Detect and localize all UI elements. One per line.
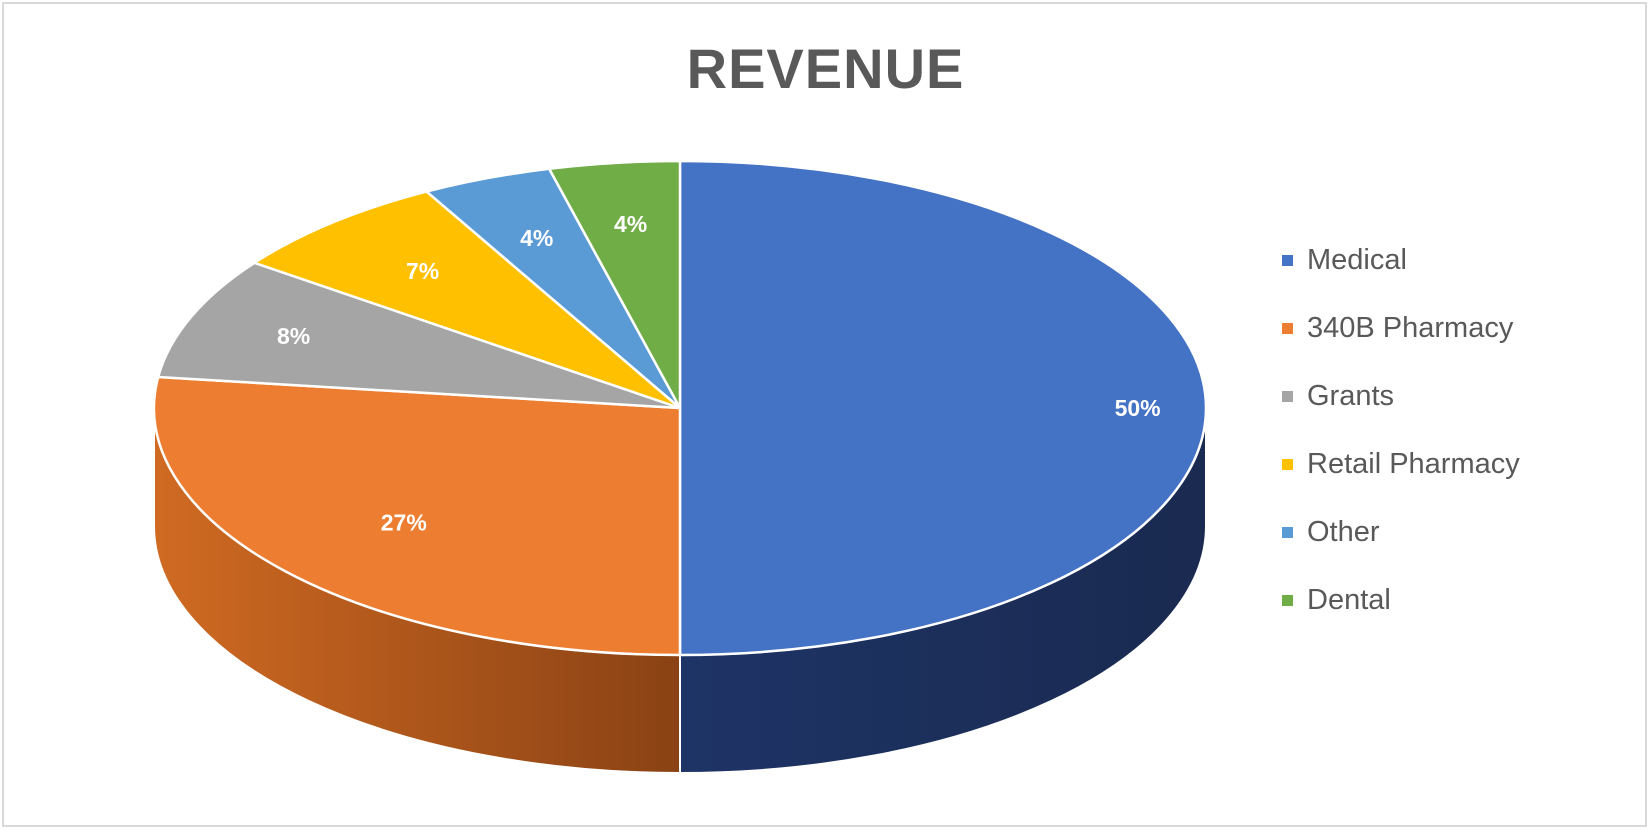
chart-title: REVENUE xyxy=(686,37,965,100)
legend-item-340b-pharmacy: 340B Pharmacy xyxy=(1282,294,1520,362)
legend-swatch xyxy=(1282,254,1293,266)
data-label-dental: 4% xyxy=(614,211,647,237)
legend-item-grants: Grants xyxy=(1282,362,1520,430)
legend-label: 340B Pharmacy xyxy=(1307,311,1514,344)
data-label-other: 4% xyxy=(520,225,553,251)
pie-tops xyxy=(152,159,1208,657)
legend-swatch xyxy=(1282,594,1293,606)
pie-slice-grants xyxy=(156,261,682,410)
legend-label: Dental xyxy=(1307,583,1391,616)
legend-swatch xyxy=(1282,458,1293,470)
pie-slice-dental xyxy=(547,159,682,410)
legend-swatch xyxy=(1282,390,1293,402)
legend-label: Retail Pharmacy xyxy=(1307,447,1520,480)
legend-item-dental: Dental xyxy=(1282,566,1520,634)
data-label-340b-pharmacy: 27% xyxy=(381,509,427,535)
legend-item-medical: Medical xyxy=(1282,226,1520,294)
data-label-retail-pharmacy: 7% xyxy=(406,258,439,284)
pie-slice-medical xyxy=(678,159,1208,657)
legend: Medical 340B Pharmacy Grants Retail Pharmac… xyxy=(1282,226,1520,634)
pie-labels: 50% 27% 8% 7% 4% 4% xyxy=(277,211,1161,535)
pie-slice-retail-pharmacy xyxy=(253,190,682,410)
legend-item-retail-pharmacy: Retail Pharmacy xyxy=(1282,430,1520,498)
legend-label: Other xyxy=(1307,515,1380,548)
data-label-grants: 8% xyxy=(277,323,310,349)
legend-swatch xyxy=(1282,526,1293,538)
pie-slice-340b-pharmacy xyxy=(152,375,682,657)
legend-item-other: Other xyxy=(1282,498,1520,566)
legend-label: Grants xyxy=(1307,379,1395,412)
legend-swatch xyxy=(1282,322,1293,334)
data-label-medical: 50% xyxy=(1115,395,1161,421)
legend-label: Medical xyxy=(1307,243,1407,276)
